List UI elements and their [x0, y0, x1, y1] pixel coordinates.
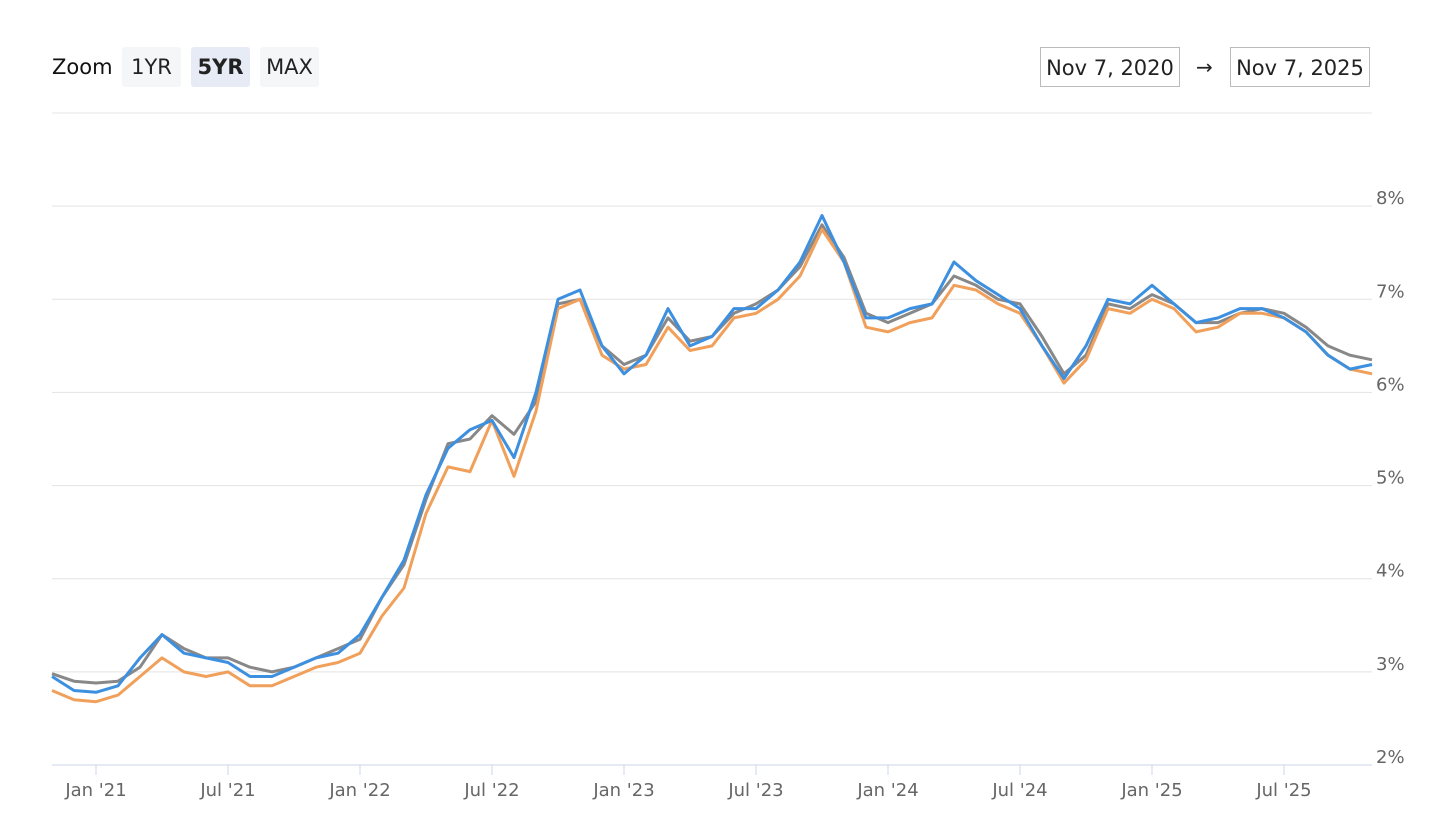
- y-tick-label: 6%: [1376, 374, 1405, 395]
- range-to[interactable]: Nov 7, 2025: [1230, 47, 1370, 87]
- x-tick-label: Jan '23: [592, 780, 654, 801]
- series-line: [51, 227, 1373, 704]
- zoom-button[interactable]: 1YR: [122, 47, 181, 87]
- range-arrow: →: [1196, 55, 1213, 79]
- x-tick-label: Jan '24: [856, 780, 918, 801]
- series-line: [51, 223, 1373, 685]
- zoom-button[interactable]: MAX: [260, 47, 319, 87]
- x-tick-label: Jul '25: [1255, 780, 1311, 801]
- y-tick-label: 7%: [1376, 281, 1405, 302]
- x-tick-label: Jul '21: [199, 780, 255, 801]
- zoom-button[interactable]: 5YR: [191, 47, 250, 87]
- y-tick-label: 5%: [1376, 468, 1405, 489]
- y-tick-label: 8%: [1376, 188, 1405, 209]
- x-tick-label: Jul '24: [991, 780, 1047, 801]
- x-tick-label: Jan '22: [328, 780, 390, 801]
- series-line: [51, 214, 1373, 694]
- x-tick-label: Jan '25: [1120, 780, 1182, 801]
- x-tick-label: Jul '23: [727, 780, 783, 801]
- x-tick-label: Jan '21: [64, 780, 126, 801]
- zoom-label: Zoom: [52, 55, 113, 79]
- x-tick-label: Jul '22: [463, 780, 519, 801]
- y-tick-label: 2%: [1376, 747, 1405, 768]
- y-tick-label: 3%: [1376, 654, 1405, 675]
- y-tick-label: 4%: [1376, 561, 1405, 582]
- range-from[interactable]: Nov 7, 2020: [1040, 47, 1180, 87]
